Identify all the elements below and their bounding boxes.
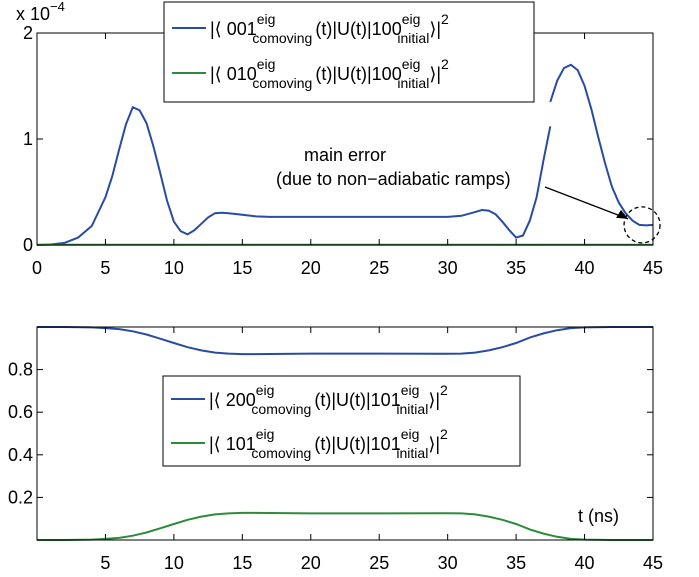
legend-sup: eig — [402, 11, 421, 27]
x-tick-label: 0 — [32, 258, 42, 278]
x-tick-label: 20 — [301, 553, 321, 572]
x-tick-label: 5 — [100, 258, 110, 278]
exponent-label: x 10−4 — [16, 0, 65, 24]
legend-sup: eig — [256, 426, 275, 442]
legend-exp: 2 — [440, 382, 448, 398]
annotation-arrowhead — [616, 209, 629, 219]
legend-close: ⟩| — [429, 19, 441, 39]
x-tick-label: 30 — [438, 258, 458, 278]
legend-operator: (t)|U(t)|100 — [315, 64, 401, 84]
annotation-line-1: main error — [304, 145, 386, 165]
series-line-1 — [37, 326, 653, 356]
chart-2: 5 10 15 20 25 30 35 40 450.20.40.60.8|⟨ 200eig co… — [8, 326, 663, 573]
x-tick-label: 10 — [164, 258, 184, 278]
legend-entry: |⟨ 101eig comoving (t)|U(t)|101eig initial⟩… — [209, 426, 448, 461]
y-tick-label: 0 — [23, 235, 33, 255]
legend-entry-ket: |⟨ 200 — [209, 390, 256, 410]
legend-entry-ket: |⟨ 001 — [210, 19, 257, 39]
legend-exp: 2 — [441, 11, 449, 27]
x-tick-label: 35 — [506, 258, 526, 278]
legend-sup: eig — [257, 11, 276, 27]
plot-frame — [36, 326, 654, 541]
x-tick-label: 30 — [438, 553, 458, 572]
x-tick-label: 45 — [643, 258, 663, 278]
y-tick-label: 1 — [23, 129, 33, 149]
y-tick-label: 0.4 — [8, 445, 33, 465]
legend-entry: |⟨ 200eig comoving (t)|U(t)|101eig initial⟩… — [209, 382, 448, 417]
x-tick-label: 25 — [369, 258, 389, 278]
legend-entry: |⟨ 010eig comoving (t)|U(t)|100eig initial⟩… — [210, 56, 449, 91]
exponent-base: x 10 — [16, 4, 50, 24]
legend-sup: eig — [402, 56, 421, 72]
legend-entry-ket: |⟨ 101 — [209, 434, 256, 454]
x-tick-label: 5 — [100, 553, 110, 572]
annotation-arrow — [544, 186, 629, 220]
x-tick-label: 45 — [643, 553, 663, 572]
series-line-2 — [549, 63, 654, 227]
legend-exp: 2 — [440, 426, 448, 442]
y-tick-label: 2 — [23, 23, 33, 43]
legend-sub: initial — [397, 30, 429, 46]
x-tick-label: 40 — [575, 553, 595, 572]
exponent-power: −4 — [50, 0, 65, 14]
legend-sub: comoving — [252, 30, 312, 46]
legend-sup: eig — [401, 382, 420, 398]
y-tick-label: 0.6 — [8, 402, 33, 422]
legend-box — [163, 1, 535, 103]
legend-sup: eig — [256, 382, 275, 398]
legend-entry-ket: |⟨ 010 — [210, 64, 257, 84]
legend-sub: initial — [396, 445, 428, 461]
y-tick-label: 0.8 — [8, 360, 33, 380]
x-tick-label: 15 — [232, 258, 252, 278]
series-line-1 — [36, 105, 552, 246]
legend-sub: comoving — [251, 401, 311, 417]
legend-sub: initial — [397, 75, 429, 91]
series-line-2 — [37, 511, 653, 541]
legend-close: ⟩| — [428, 390, 440, 410]
legend-close: ⟩| — [428, 434, 440, 454]
annotation-circle — [623, 206, 661, 244]
annotation-line-2: (due to non−adiabatic ramps) — [276, 169, 511, 189]
x-tick-label: 25 — [369, 553, 389, 572]
x-tick-label: 20 — [301, 258, 321, 278]
legend-sup: eig — [401, 426, 420, 442]
legend-box — [162, 375, 521, 467]
legend-entry: |⟨ 001eig comoving (t)|U(t)|100eig initial⟩… — [210, 11, 449, 46]
legend-sub: comoving — [252, 75, 312, 91]
legend-exp: 2 — [441, 56, 449, 72]
x-tick-label: 40 — [575, 258, 595, 278]
legend-sub: comoving — [251, 445, 311, 461]
x-tick-label: 15 — [232, 553, 252, 572]
legend-sub: initial — [396, 401, 428, 417]
x-axis-label: t (ns) — [578, 506, 619, 526]
legend-sup: eig — [257, 56, 276, 72]
x-tick-label: 35 — [506, 553, 526, 572]
y-tick-label: 0.2 — [8, 487, 33, 507]
legend-close: ⟩| — [429, 64, 441, 84]
x-tick-label: 10 — [164, 553, 184, 572]
legend-operator: (t)|U(t)|100 — [315, 19, 401, 39]
legend-operator: (t)|U(t)|101 — [314, 390, 400, 410]
legend-operator: (t)|U(t)|101 — [314, 434, 400, 454]
